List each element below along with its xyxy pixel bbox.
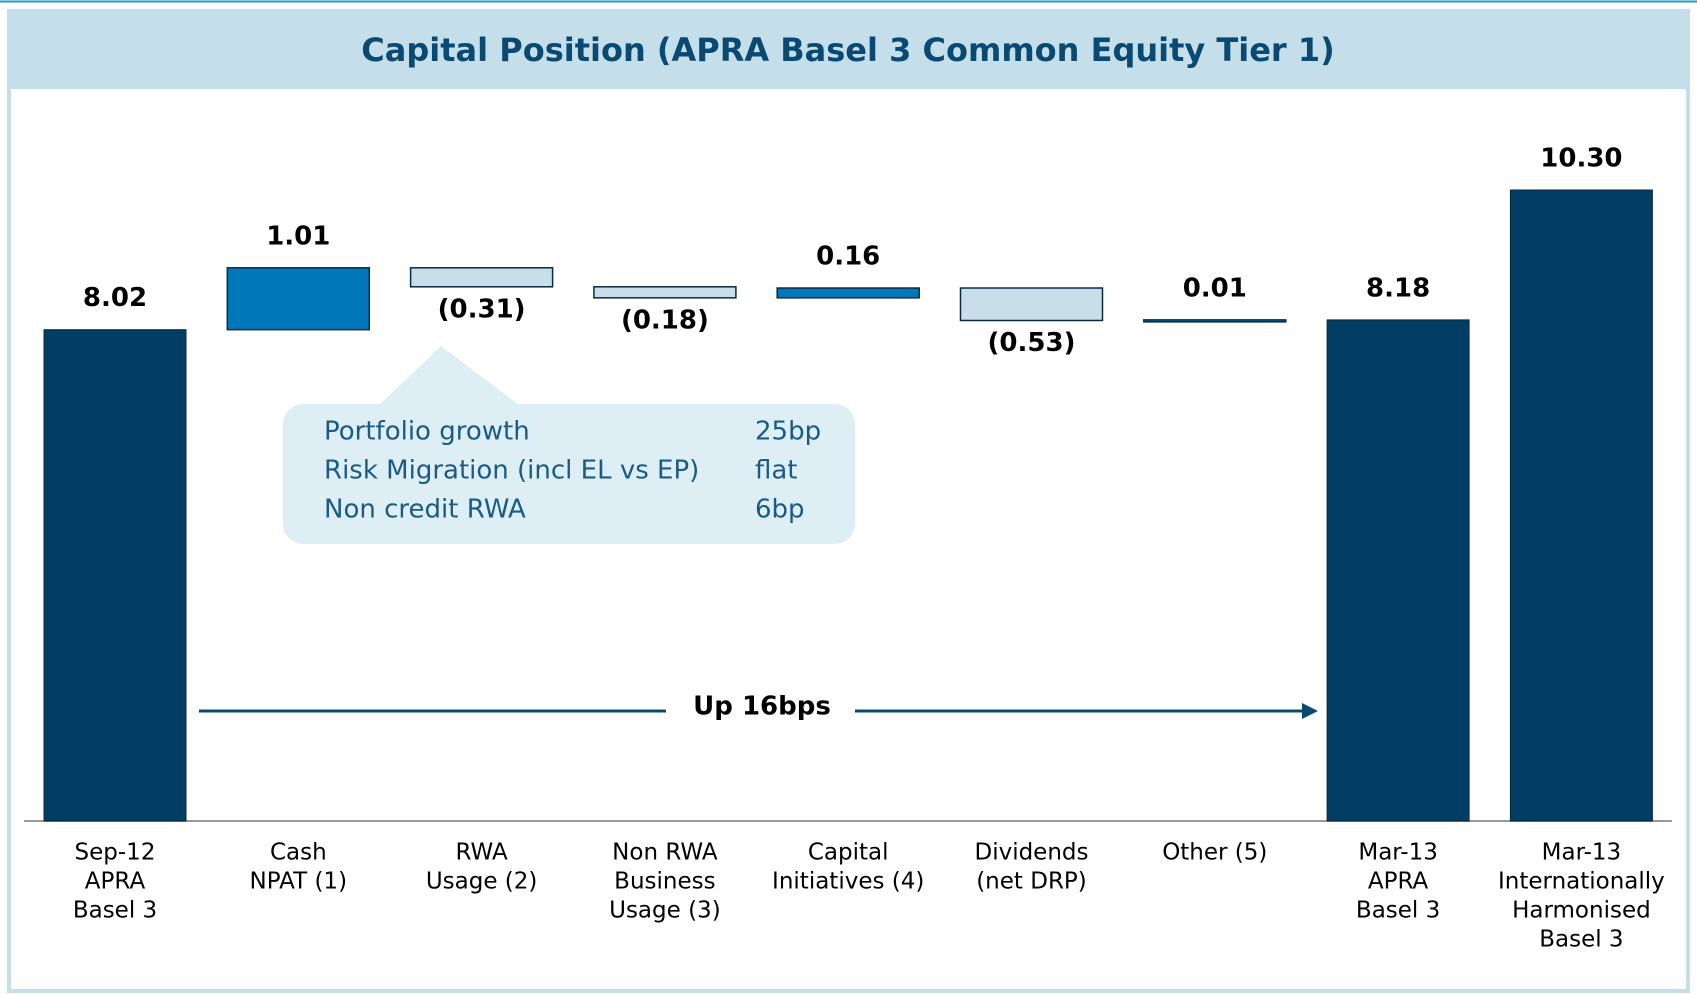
x-tick-label: (net DRP) — [976, 869, 1087, 895]
bar — [409, 267, 554, 288]
value-label: 8.18 — [1366, 273, 1430, 303]
x-tick-label: Cash — [270, 840, 327, 866]
bar — [43, 329, 187, 822]
bar — [776, 287, 920, 299]
x-tick-label: Internationally — [1498, 869, 1665, 895]
x-tick-label: Harmonised — [1512, 898, 1651, 924]
x-tick-label: Initiatives (4) — [772, 869, 924, 895]
callout-value: flat — [755, 456, 798, 486]
callout-box — [283, 404, 855, 544]
x-tick-label: NPAT (1) — [250, 869, 348, 895]
callout-value: 6bp — [755, 495, 805, 525]
x-tick-label: RWA — [455, 840, 508, 866]
x-tick-label: Business — [614, 869, 715, 895]
value-label: 1.01 — [266, 221, 330, 251]
value-label: (0.18) — [621, 305, 709, 335]
callout-label: Portfolio growth — [324, 417, 530, 447]
x-tick-label: Usage (2) — [426, 869, 538, 895]
x-tick-label: Other (5) — [1162, 840, 1267, 866]
chart-title: Capital Position (APRA Basel 3 Common Eq… — [361, 31, 1334, 69]
bar — [1143, 319, 1287, 323]
x-tick-label: Basel 3 — [1356, 898, 1440, 924]
bar — [1509, 189, 1653, 822]
x-tick-label: Mar-13 — [1358, 840, 1438, 866]
x-tick-label: Dividends — [974, 840, 1088, 866]
title-band — [9, 11, 1688, 89]
x-tick-label: Sep-12 — [75, 840, 156, 866]
callout-pointer — [379, 346, 519, 405]
x-tick-label: Basel 3 — [73, 898, 157, 924]
value-label: 8.02 — [83, 283, 147, 313]
x-tick-label: Mar-13 — [1542, 840, 1622, 866]
x-tick-label: Basel 3 — [1539, 927, 1623, 953]
x-tick-label: APRA — [85, 869, 146, 895]
bar — [593, 286, 737, 299]
value-label: 0.16 — [816, 242, 880, 272]
callout-label: Risk Migration (incl EL vs EP) — [324, 456, 699, 486]
bar — [1326, 319, 1470, 822]
value-label: (0.31) — [438, 294, 526, 324]
x-tick-label: Non RWA — [612, 840, 718, 866]
value-label: 10.30 — [1540, 144, 1622, 174]
callout-label: Non credit RWA — [324, 495, 526, 525]
x-tick-label: APRA — [1368, 869, 1429, 895]
x-tick-label: Usage (3) — [609, 898, 721, 924]
value-label: 0.01 — [1183, 273, 1247, 303]
arrow-label: Up 16bps — [693, 692, 831, 722]
callout-value: 25bp — [755, 417, 821, 447]
value-label: (0.53) — [988, 328, 1076, 358]
bar — [226, 267, 371, 331]
bar — [959, 287, 1104, 322]
arrow-head — [1302, 703, 1318, 719]
x-tick-label: Capital — [808, 840, 889, 866]
